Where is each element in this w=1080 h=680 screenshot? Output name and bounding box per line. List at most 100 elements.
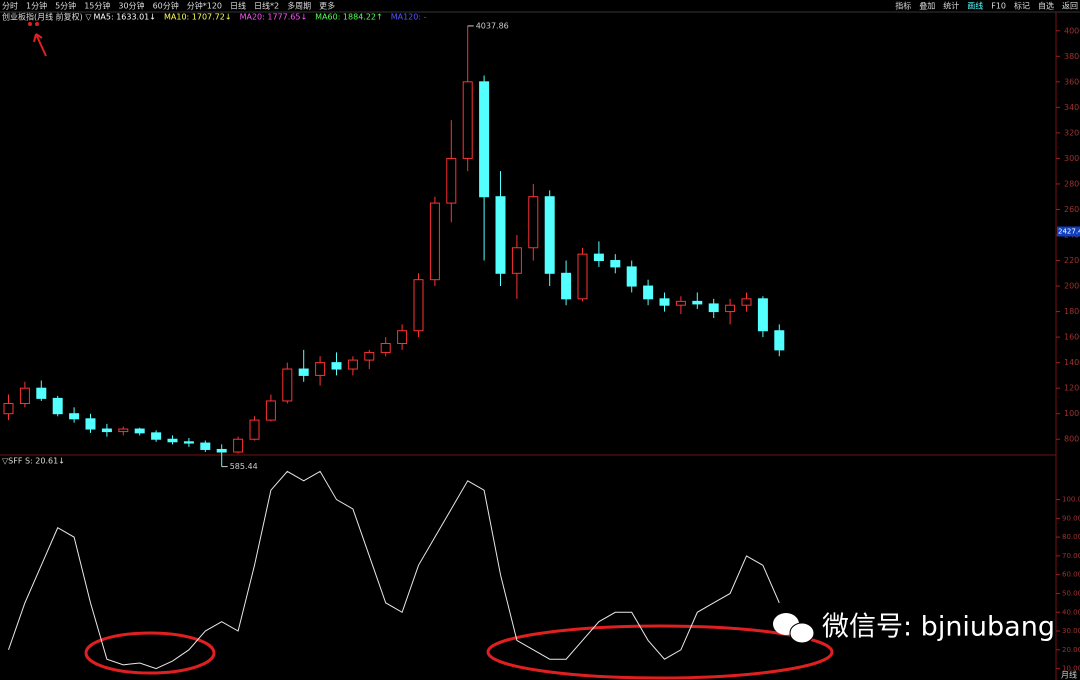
toolbar-item[interactable]: 统计 [943, 1, 959, 11]
candle-body [183, 441, 194, 444]
candle-body [52, 397, 63, 415]
legend-entry: MA120: - [391, 13, 427, 22]
legend-title: 创业板指(月线 前复权) ▽ [2, 12, 92, 22]
y-tick-label: 50.00 [1062, 589, 1080, 597]
toolbar-item[interactable]: 指标 [895, 1, 911, 11]
y-tick-label: 100.00 [1062, 496, 1080, 504]
y-tick-label: 1400 [1064, 358, 1080, 367]
toolbar-item[interactable]: 30分钟 [118, 1, 144, 11]
toolbar-item[interactable]: 叠加 [919, 1, 935, 11]
candle-body [101, 428, 112, 433]
candle-body [708, 303, 719, 313]
candle-body [19, 387, 30, 404]
candle-body [134, 428, 145, 434]
toolbar-item[interactable]: 多周期 [287, 1, 311, 11]
candle-body [741, 298, 752, 306]
candle-body [610, 260, 621, 268]
candle-body [774, 330, 785, 351]
toolbar-item[interactable]: 画线 [967, 1, 983, 11]
arrow [33, 33, 47, 57]
min-label: 585.44 [230, 462, 258, 471]
y-tick-label: 30.00 [1062, 627, 1080, 635]
candle-body [331, 362, 342, 370]
y-tick-label: 1200 [1064, 384, 1080, 393]
y-tick-label: 20.00 [1062, 646, 1080, 654]
toolbar-item[interactable]: 60分钟 [153, 1, 179, 11]
dot [35, 22, 39, 26]
toolbar-item[interactable]: 标记 [1014, 1, 1030, 11]
legend-entry: MA5: 1633.01↓ [93, 13, 156, 22]
candle-body [675, 300, 686, 306]
candle-body [593, 253, 604, 262]
candle-body [380, 343, 391, 353]
y-tick-label: 2800 [1064, 179, 1080, 188]
y-tick-label: 1000 [1064, 409, 1080, 418]
y-tick-label: 60.00 [1062, 571, 1080, 579]
y-tick-label: 2200 [1064, 256, 1080, 265]
candle-body [347, 359, 358, 370]
period-label: 月线 [1061, 670, 1077, 680]
toolbar-item[interactable]: 5分钟 [55, 1, 76, 11]
candle-body [413, 279, 424, 332]
toolbar-item[interactable]: 分钟*120 [187, 1, 222, 11]
indicator-line [8, 470, 780, 670]
candle-body [249, 419, 260, 440]
candle-body [626, 266, 637, 287]
candle-body [643, 285, 654, 300]
candle-body [429, 202, 440, 281]
watermark: 微信号: bjniubang [822, 612, 1055, 643]
candle-body [216, 448, 227, 453]
candle-body [544, 196, 555, 274]
y-tick-label: 90.00 [1062, 514, 1080, 522]
candle-body [364, 351, 375, 361]
y-tick-label: 70.00 [1062, 552, 1080, 560]
candle-body [528, 196, 539, 249]
toolbar-item[interactable]: 更多 [319, 1, 335, 11]
candle-body [511, 247, 522, 274]
candle-body [167, 438, 178, 443]
y-tick-label: 1800 [1064, 307, 1080, 316]
legend-entry: MA10: 1707.72↓ [164, 13, 232, 22]
toolbar-item[interactable]: F10 [991, 2, 1006, 11]
candle-body [659, 298, 670, 306]
toolbar-item[interactable]: 15分钟 [84, 1, 110, 11]
y-tick-label: 10.00 [1062, 665, 1080, 673]
y-tick-label: 40.00 [1062, 608, 1080, 616]
candle-body [282, 368, 293, 402]
candle-body [151, 432, 162, 440]
highlight-ellipse [486, 624, 834, 680]
y-tick-label: 2000 [1064, 282, 1080, 291]
toolbar-item[interactable]: 自选 [1038, 1, 1054, 11]
candle-body [200, 442, 211, 450]
y-tick-label: 3000 [1064, 154, 1080, 163]
candle-body [397, 330, 408, 344]
candle-body [233, 438, 244, 453]
candle-body [36, 387, 47, 399]
candle-body [315, 362, 326, 376]
y-tick-label: 1600 [1064, 333, 1080, 342]
y-tick-label: 4000 [1064, 26, 1080, 35]
toolbar-item[interactable]: 1分钟 [26, 1, 47, 11]
candle-body [69, 413, 80, 420]
toolbar-item[interactable]: 日线*2 [254, 1, 279, 11]
candle-body [479, 81, 490, 198]
legend-entry: MA20: 1777.65↓ [240, 13, 308, 22]
candle-body [298, 368, 309, 376]
toolbar-item[interactable]: 日线 [230, 1, 246, 11]
toolbar-item[interactable]: 分时 [2, 1, 18, 11]
candle-body [446, 157, 457, 204]
indicator-title: ▽SFF S: 20.61↓ [2, 457, 65, 466]
price-tag: 2427.4 [1058, 228, 1080, 236]
y-tick-label: 3600 [1064, 77, 1080, 86]
y-tick-label: 80.00 [1062, 533, 1080, 541]
y-tick-label: 3200 [1064, 128, 1080, 137]
dot [28, 22, 32, 26]
candle-body [577, 253, 588, 300]
candle-body [85, 418, 96, 430]
toolbar-item[interactable]: 返回 [1062, 2, 1078, 11]
candle-body [757, 298, 768, 332]
candle-body [462, 81, 473, 159]
candle-body [495, 196, 506, 274]
